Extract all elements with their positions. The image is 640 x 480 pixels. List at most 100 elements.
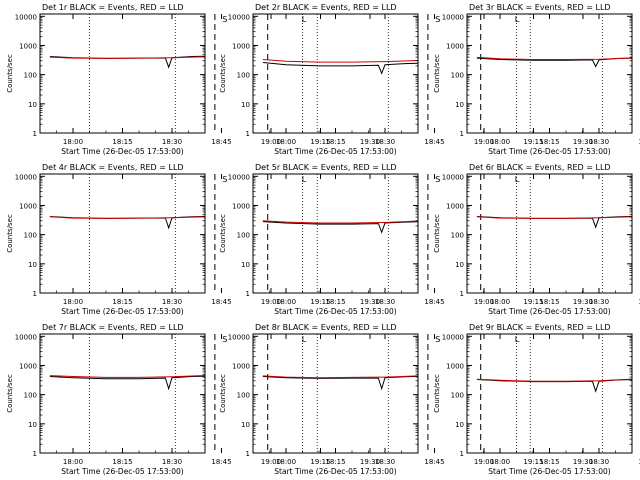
x-tick-label: 19:15 [523, 298, 543, 306]
x-tick-label: 19:30 [573, 138, 593, 146]
x-tick-label: 18:45 [211, 138, 231, 146]
y-tick-label: 10000 [15, 173, 37, 181]
x-tick-label: 18:30 [375, 298, 395, 306]
y-tick-label: 10000 [15, 333, 37, 341]
x-tick-label: 19:15 [310, 138, 330, 146]
x-tick-label: 18:15 [539, 458, 559, 466]
y-tick-label: 10 [455, 421, 464, 429]
y-tick-label: 100 [451, 72, 464, 80]
x-tick-label: 18:45 [424, 298, 444, 306]
series-line-events [476, 215, 632, 229]
x-tick-label: 18:15 [112, 138, 132, 146]
y-tick-label: 1 [460, 450, 464, 458]
series-line-events [476, 57, 632, 68]
y-tick-label: 10000 [228, 173, 250, 181]
y-tick-label: 1 [246, 450, 250, 458]
plot-frame [466, 173, 633, 294]
x-tick-label: 18:30 [589, 458, 609, 466]
chart-series-group [476, 215, 632, 229]
x-tick-label: 19:15 [523, 458, 543, 466]
series-line-lld [49, 375, 205, 378]
plot-frame [39, 333, 206, 454]
chart-panel-2: Det 2r BLACK = Events, RED = LLD S L 1 10 100… [219, 3, 593, 156]
chart-panel-9: Det 9r BLACK = Events, RED = LLD S L 1 10 100… [433, 323, 640, 476]
y-tick-label: 1000 [446, 42, 464, 50]
y-axis-label: Counts/sec [6, 374, 14, 413]
x-tick-label: 19:30 [360, 298, 380, 306]
x-tick-label: 18:15 [539, 138, 559, 146]
x-tick-label: 18:15 [325, 298, 345, 306]
x-tick-label: 18:00 [490, 298, 510, 306]
x-axis-label: Start Time (26-Dec-05 17:53:00) [61, 147, 183, 156]
x-tick-label: 18:15 [539, 298, 559, 306]
x-tick-label: 18:15 [325, 138, 345, 146]
chart-series-group [476, 56, 632, 68]
plot-frame [39, 13, 206, 134]
y-tick-label: 10000 [442, 333, 464, 341]
y-tick-label: 10 [28, 101, 37, 109]
y-tick-label: 1000 [19, 42, 37, 50]
y-tick-label: 1 [246, 130, 250, 138]
chart-series-group [476, 378, 632, 393]
y-axis-label: Counts/sec [6, 54, 14, 93]
series-line-events [476, 379, 632, 393]
x-tick-label: 19:15 [310, 298, 330, 306]
time-marker-label: S [222, 335, 227, 344]
x-tick-label: 19:15 [310, 458, 330, 466]
time-marker-label: S [435, 15, 440, 24]
x-tick-label: 18:00 [63, 458, 83, 466]
y-tick-label: 100 [24, 392, 37, 400]
chart-title: Det 3r BLACK = Events, RED = LLD [469, 3, 611, 12]
y-axis-label: Counts/sec [6, 214, 14, 253]
x-tick-label: 18:30 [162, 138, 182, 146]
y-tick-label: 10000 [442, 13, 464, 21]
time-marker-label: S [222, 175, 227, 184]
x-tick-label: 18:45 [638, 298, 640, 306]
chart-title: Det 5r BLACK = Events, RED = LLD [255, 163, 397, 172]
x-tick-label: 19:30 [573, 298, 593, 306]
x-tick-label: 19:00 [261, 138, 281, 146]
chart-title: Det 6r BLACK = Events, RED = LLD [469, 163, 611, 172]
time-marker-label: S [222, 15, 227, 24]
x-axis-label: Start Time (26-Dec-05 17:53:00) [488, 147, 610, 156]
y-tick-label: 100 [451, 392, 464, 400]
y-axis-label: Counts/sec [219, 54, 227, 93]
x-axis-label: Start Time (26-Dec-05 17:53:00) [274, 307, 396, 316]
y-tick-label: 100 [237, 232, 250, 240]
x-tick-label: 18:15 [112, 458, 132, 466]
series-line-lld [262, 59, 418, 63]
y-tick-label: 100 [451, 232, 464, 240]
series-line-lld [262, 220, 418, 224]
series-line-lld [49, 56, 205, 59]
time-marker-label: L [302, 335, 307, 344]
y-axis-label: Counts/sec [219, 374, 227, 413]
series-line-lld [49, 216, 205, 219]
series-line-lld [476, 56, 632, 60]
x-tick-label: 18:30 [375, 138, 395, 146]
x-tick-label: 18:45 [638, 458, 640, 466]
y-tick-label: 1 [33, 130, 37, 138]
chart-title: Det 8r BLACK = Events, RED = LLD [255, 323, 397, 332]
x-tick-label: 19:00 [261, 458, 281, 466]
y-tick-label: 10 [455, 261, 464, 269]
x-tick-label: 18:00 [276, 138, 296, 146]
x-tick-label: 19:30 [360, 138, 380, 146]
y-axis-label: Counts/sec [433, 214, 441, 253]
series-line-events [262, 62, 418, 75]
y-axis-label: Counts/sec [433, 54, 441, 93]
x-tick-label: 18:30 [162, 458, 182, 466]
chart-panel-7: Det 7r BLACK = Events, RED = LLD S L 1 10 100… [6, 323, 380, 476]
x-tick-label: 18:30 [375, 458, 395, 466]
y-tick-label: 1000 [232, 362, 250, 370]
y-tick-label: 100 [24, 232, 37, 240]
time-marker-label: L [302, 175, 307, 184]
x-axis-label: Start Time (26-Dec-05 17:53:00) [61, 467, 183, 476]
y-tick-label: 10 [455, 101, 464, 109]
plot-frame [466, 333, 633, 454]
y-tick-label: 100 [24, 72, 37, 80]
x-tick-label: 19:00 [474, 458, 494, 466]
y-tick-label: 100 [237, 72, 250, 80]
chart-panel-3: Det 3r BLACK = Events, RED = LLD S L 1 10 100… [433, 3, 640, 156]
y-tick-label: 10000 [228, 13, 250, 21]
